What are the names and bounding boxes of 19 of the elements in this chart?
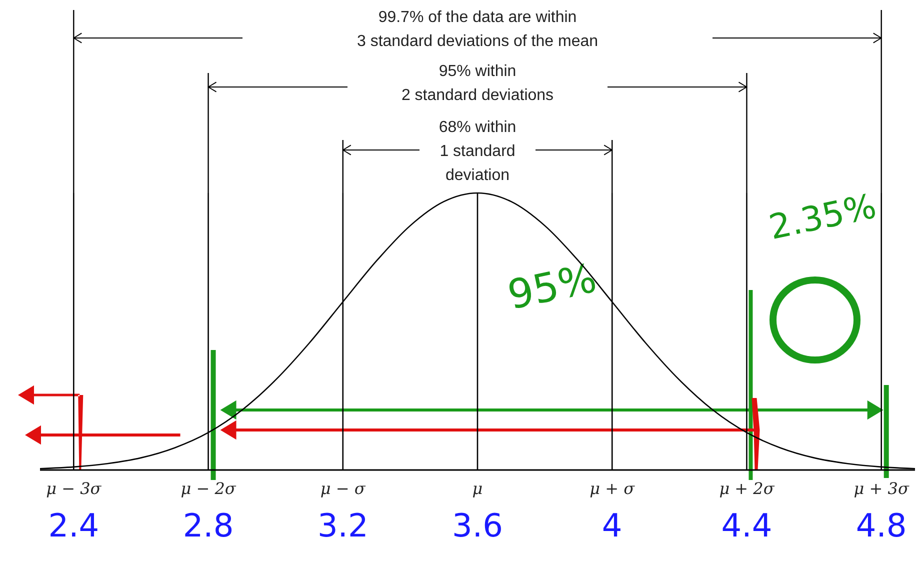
text: μ − 2σ xyxy=(180,479,237,498)
x-tick-label: 4.8 xyxy=(856,506,907,545)
x-tick-label: 2.8 xyxy=(182,506,234,545)
x-tick-label: 4.4 xyxy=(721,506,772,545)
text: 95% within 2 standard deviations xyxy=(401,63,554,104)
x-tick-label: 3.6 xyxy=(452,506,503,545)
text: μ + 2σ xyxy=(719,479,776,498)
text: μ − 3σ xyxy=(46,479,102,498)
x-tick-label: 3.2 xyxy=(317,506,368,545)
text: μ + 3σ xyxy=(854,479,910,498)
text: 99.7% of the data are within 3 standard deviations of the mean xyxy=(356,9,598,50)
annotation: 2.35% xyxy=(766,186,880,248)
annotation: 95% xyxy=(504,256,600,320)
text: μ xyxy=(472,479,483,498)
text: μ − σ xyxy=(320,479,366,498)
x-tick-label: 4 xyxy=(602,506,622,545)
x-tick-label: 2.4 xyxy=(48,506,100,545)
text: 68% within 1 standard deviation xyxy=(438,119,516,184)
text: μ + σ xyxy=(590,479,636,498)
